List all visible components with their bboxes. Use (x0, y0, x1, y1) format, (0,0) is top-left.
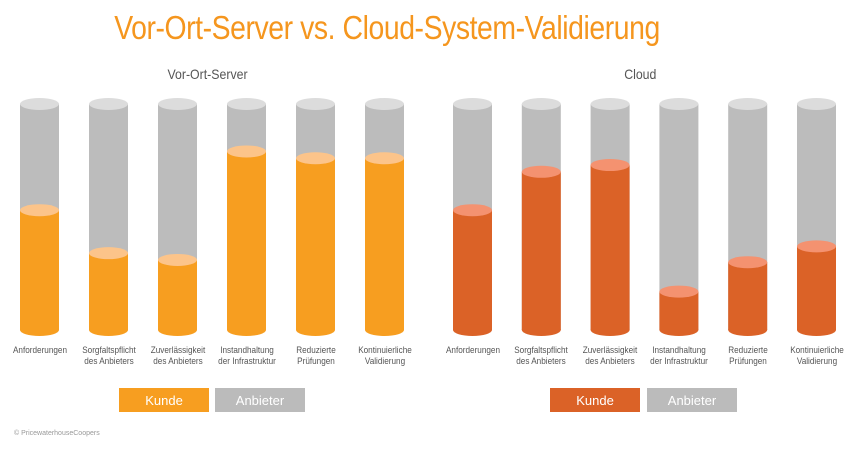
onprem-cylinder (20, 98, 59, 336)
category-label: Reduzierte Prüfungen (727, 345, 768, 367)
legend-anbieter-onprem: Anbieter (215, 388, 305, 412)
cylinder-top (521, 98, 561, 110)
kunde-segment (227, 151, 266, 330)
cylinder-top (89, 98, 128, 110)
cylinder-top (453, 98, 492, 110)
cloud-cylinder (453, 98, 492, 336)
cylinder-top (365, 98, 404, 110)
cylinder-bottom (453, 324, 492, 336)
main-title: Vor-Ort-Server vs. Cloud-System-Validier… (114, 9, 660, 46)
onprem-cylinder (158, 98, 197, 336)
cylinder-top (227, 98, 266, 110)
kunde-segment (521, 171, 561, 330)
category-label: Anforderungen (12, 345, 67, 356)
cylinder-bottom (521, 324, 561, 336)
category-label: Reduzierte Prüfungen (295, 345, 336, 367)
cylinder-top (296, 98, 335, 110)
cloud-cylinder (590, 98, 630, 336)
panel-title-cloud: Cloud (624, 66, 657, 82)
kunde-segment (453, 210, 492, 330)
kunde-fill-top (659, 285, 699, 298)
kunde-fill-top (728, 256, 768, 269)
kunde-fill-top (797, 240, 836, 253)
cylinder-top (797, 98, 836, 110)
kunde-fill-top (20, 204, 59, 217)
category-label: Kontinuierliche Validierung (789, 345, 844, 367)
kunde-fill-top (296, 152, 335, 165)
cylinder-top (590, 98, 630, 110)
copyright-notice: © PricewaterhouseCoopers (14, 430, 100, 437)
legend-label: Kunde (576, 392, 614, 408)
kunde-fill-top (453, 204, 492, 217)
cylinder-bottom (158, 324, 197, 336)
kunde-segment (296, 158, 335, 330)
cloud-cylinder (797, 98, 836, 336)
cylinder-bottom (365, 324, 404, 336)
kunde-segment (659, 291, 699, 330)
cylinder-bottom (659, 324, 699, 336)
cylinder-bottom (296, 324, 335, 336)
cloud-cylinder (521, 98, 561, 336)
kunde-fill-top (227, 145, 266, 158)
category-label: Instandhaltung der Infrastruktur (217, 345, 276, 367)
kunde-segment (590, 165, 630, 330)
category-label: Zuverlässigkeit des Anbieters (150, 345, 205, 367)
legend-kunde-onprem: Kunde (119, 388, 209, 412)
legend-anbieter-cloud: Anbieter (647, 388, 737, 412)
kunde-segment (89, 253, 128, 330)
cylinder-bottom (89, 324, 128, 336)
category-label: Kontinuierliche Validierung (357, 345, 412, 367)
category-label: Instandhaltung der Infrastruktur (650, 345, 708, 367)
category-label: Anforderungen (445, 345, 500, 356)
cylinder-bottom (728, 324, 768, 336)
onprem-cylinder (365, 98, 404, 336)
kunde-fill-top (158, 253, 197, 266)
cylinder-bottom (227, 324, 266, 336)
kunde-fill-top (365, 152, 404, 165)
cylinder-bottom (797, 324, 836, 336)
onprem-cylinder (89, 98, 128, 336)
cylinder-bottom (590, 324, 630, 336)
kunde-fill-top (590, 159, 630, 172)
cloud-cylinder (659, 98, 699, 336)
kunde-fill-top (521, 165, 561, 178)
kunde-segment (728, 262, 768, 330)
kunde-segment (20, 210, 59, 330)
category-label: Sorgfaltspflicht des Anbieters (514, 345, 569, 367)
cylinder-top (20, 98, 59, 110)
legend-kunde-cloud: Kunde (550, 388, 640, 412)
legend-label: Anbieter (667, 392, 717, 408)
legend-label: Kunde (145, 392, 183, 408)
legend-label: Anbieter (235, 392, 285, 408)
kunde-segment (365, 158, 404, 330)
kunde-fill-top (89, 247, 128, 260)
kunde-segment (797, 246, 836, 330)
onprem-cylinder (227, 98, 266, 336)
kunde-segment (158, 259, 197, 330)
cylinder-bottom (20, 324, 59, 336)
cylinder-top (728, 98, 768, 110)
cloud-cylinder (728, 98, 768, 336)
category-label: Sorgfaltspflicht des Anbieters (81, 345, 136, 367)
cylinder-top (659, 98, 699, 110)
panel-title-onprem: Vor-Ort-Server (167, 66, 248, 82)
category-label: Zuverlässigkeit des Anbieters (582, 345, 638, 367)
onprem-cylinder (296, 98, 335, 336)
cylinder-top (158, 98, 197, 110)
